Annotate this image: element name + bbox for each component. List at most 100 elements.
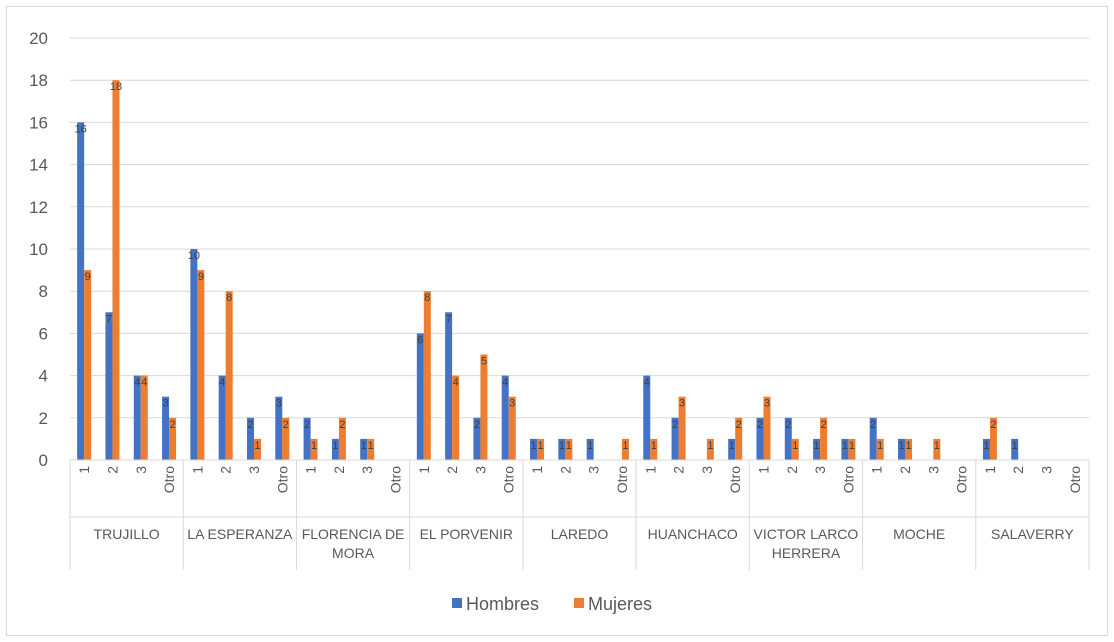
bar-hombres xyxy=(77,122,85,461)
bar-mujeres xyxy=(310,438,318,460)
x-tick-label: 1 xyxy=(529,466,545,474)
bar-mujeres xyxy=(791,438,799,460)
bar-mujeres xyxy=(282,417,290,460)
data-label: 8 xyxy=(226,292,232,304)
group-label: LAREDO xyxy=(551,526,609,542)
y-tick-label: 10 xyxy=(29,240,48,259)
x-tick-label: 1 xyxy=(189,466,205,474)
data-label: 1 xyxy=(849,440,855,452)
x-tick-label: 1 xyxy=(755,466,771,474)
bar-mujeres xyxy=(820,417,828,460)
bar-hombres xyxy=(162,396,170,460)
bar-hombres xyxy=(501,375,509,460)
y-tick-label: 20 xyxy=(29,29,48,48)
x-tick-label: 1 xyxy=(303,466,319,474)
bar-mujeres xyxy=(452,375,460,460)
data-label: 2 xyxy=(304,419,310,431)
bar-mujeres xyxy=(537,438,545,460)
group-label: LA ESPERANZA xyxy=(187,526,293,542)
data-label: 4 xyxy=(502,377,508,389)
data-label: 16 xyxy=(75,123,87,135)
x-tick-label: Otro xyxy=(727,466,743,493)
group-label: EL PORVENIR xyxy=(420,526,513,542)
y-tick-label: 14 xyxy=(29,156,48,175)
data-label: 4 xyxy=(453,377,459,389)
bar-hombres xyxy=(982,438,990,460)
data-label: 1 xyxy=(559,440,565,452)
data-label: 1 xyxy=(311,440,317,452)
y-tick-label: 18 xyxy=(29,71,48,90)
x-tick-label: 2 xyxy=(1010,466,1026,474)
group-label: MOCHE xyxy=(893,526,945,542)
data-label: 1 xyxy=(587,440,593,452)
bar-hombres xyxy=(416,333,424,460)
bar-hombres xyxy=(246,417,254,460)
y-tick-label: 16 xyxy=(29,113,48,132)
x-tick-label: 2 xyxy=(218,466,234,474)
data-label: 1 xyxy=(842,440,848,452)
bar-mujeres xyxy=(735,417,743,460)
bar-mujeres xyxy=(84,270,92,460)
bar-mujeres xyxy=(112,80,120,460)
bar-mujeres xyxy=(508,396,516,460)
data-label: 6 xyxy=(417,334,423,346)
bar-hombres xyxy=(303,417,311,460)
data-label: 1 xyxy=(934,440,940,452)
x-tick-label: 2 xyxy=(897,466,913,474)
legend-swatch-hombres xyxy=(452,598,462,608)
bar-hombres xyxy=(275,396,283,460)
bar-hombres xyxy=(133,375,141,460)
bar-mujeres xyxy=(169,417,177,460)
y-tick-label: 0 xyxy=(39,451,48,470)
bar-mujeres xyxy=(678,396,686,460)
data-label: 2 xyxy=(990,419,996,431)
y-tick-label: 4 xyxy=(39,367,48,386)
data-label: 9 xyxy=(85,271,91,283)
data-label: 4 xyxy=(219,377,225,389)
data-label: 10 xyxy=(188,250,200,262)
group-label: TRUJILLO xyxy=(94,526,160,542)
bar-mujeres xyxy=(933,438,941,460)
data-label: 2 xyxy=(870,419,876,431)
chart-area xyxy=(6,6,1108,636)
bar-mujeres xyxy=(848,438,856,460)
bar-mujeres xyxy=(423,291,431,460)
bar-mujeres xyxy=(763,396,771,460)
bar-mujeres xyxy=(650,438,658,460)
bar-mujeres xyxy=(905,438,913,460)
bar-hombres xyxy=(898,438,906,460)
x-tick-label: 2 xyxy=(444,466,460,474)
x-tick-label: 3 xyxy=(812,466,828,474)
bar-mujeres xyxy=(565,438,573,460)
bar-hombres xyxy=(728,438,736,460)
bar-mujeres xyxy=(706,438,714,460)
y-tick-label: 12 xyxy=(29,198,48,217)
x-tick-label: 2 xyxy=(784,466,800,474)
data-label: 3 xyxy=(679,398,685,410)
data-label: 2 xyxy=(474,419,480,431)
data-label: 2 xyxy=(283,419,289,431)
bar-hombres xyxy=(558,438,566,460)
bar-hombres xyxy=(218,375,226,460)
x-tick-label: 3 xyxy=(925,466,941,474)
x-tick-label: Otro xyxy=(274,466,290,493)
bar-mujeres xyxy=(253,438,261,460)
data-label: 9 xyxy=(198,271,204,283)
data-label: 4 xyxy=(134,377,140,389)
bar-mujeres xyxy=(480,354,488,460)
data-label: 1 xyxy=(537,440,543,452)
x-tick-label: Otro xyxy=(388,466,404,493)
bar-mujeres xyxy=(197,270,205,460)
bar-mujeres xyxy=(367,438,375,460)
data-label: 7 xyxy=(106,313,112,325)
x-tick-label: 3 xyxy=(699,466,715,474)
data-label: 7 xyxy=(446,313,452,325)
x-tick-label: Otro xyxy=(954,466,970,493)
data-label: 1 xyxy=(792,440,798,452)
data-label: 2 xyxy=(339,419,345,431)
bar-hombres xyxy=(869,417,877,460)
bar-mujeres xyxy=(140,375,148,460)
x-tick-label: 2 xyxy=(557,466,573,474)
x-tick-label: Otro xyxy=(1067,466,1083,493)
data-label: 1 xyxy=(877,440,883,452)
